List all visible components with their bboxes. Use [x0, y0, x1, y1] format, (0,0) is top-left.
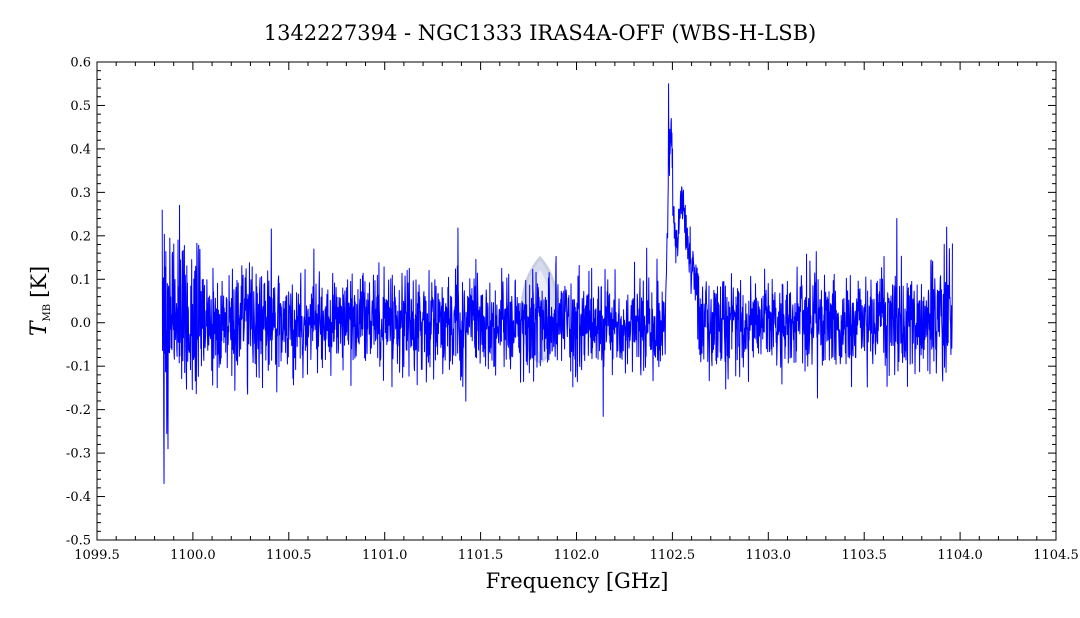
x-tick-label: 1102.0	[554, 548, 600, 563]
y-tick-label: 0.1	[70, 273, 91, 288]
y-tick-label: -0.2	[66, 403, 91, 418]
y-tick-label: 0.4	[70, 142, 91, 157]
x-tick-label: 1104.5	[1033, 548, 1079, 563]
x-tick-label: 1100.0	[170, 548, 216, 563]
y-tick-label: 0.5	[70, 99, 91, 114]
y-tick-label: -0.5	[66, 534, 91, 549]
x-tick-label: 1103.0	[746, 548, 792, 563]
x-tick-label: 1100.5	[266, 548, 312, 563]
x-axis: 1099.5 1100.0 1100.5 1101.0 1101.5 1102.0 1102…	[74, 62, 1079, 563]
x-tick-label: 1101.0	[362, 548, 408, 563]
spectrum-series	[161, 83, 953, 485]
y-tick-label: 0.0	[70, 316, 91, 331]
y-tick-label: -0.1	[66, 360, 91, 375]
y-tick-label: -0.4	[66, 490, 91, 505]
y-axis: -0.5 -0.4 -0.3 -0.2 -0.1 0.0 0.1 0.2 0.3 0.4 0.5 0.…	[66, 56, 1056, 549]
x-axis-label: Frequency [GHz]	[486, 569, 669, 593]
x-tick-label: 1102.5	[650, 548, 696, 563]
chart-title: 1342227394 - NGC1333 IRAS4A-OFF (WBS-H-L…	[264, 21, 817, 45]
spectrum-line	[161, 83, 953, 485]
y-tick-label: 0.6	[70, 56, 91, 71]
x-tick-label: 1103.5	[841, 548, 887, 563]
x-tick-label: 1104.0	[937, 548, 983, 563]
y-tick-label: 0.2	[70, 229, 91, 244]
y-tick-label: 0.3	[70, 186, 91, 201]
x-tick-label: 1099.5	[74, 548, 120, 563]
y-axis-label: TMB[K]	[27, 266, 53, 336]
x-tick-label: 1101.5	[458, 548, 504, 563]
y-tick-label: -0.3	[66, 447, 91, 462]
